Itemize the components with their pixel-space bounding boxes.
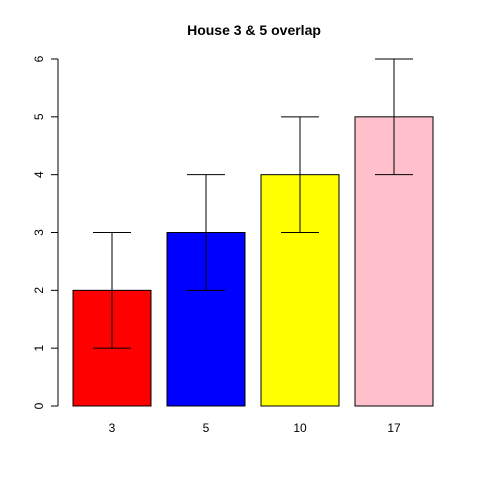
error-bars-group — [93, 58, 413, 349]
bar-17 — [354, 116, 434, 407]
x-label-10: 10 — [293, 421, 307, 435]
y-tick-label: 2 — [32, 287, 46, 294]
y-tick-label: 0 — [32, 402, 46, 409]
x-label-5: 5 — [203, 421, 210, 435]
x-label-3: 3 — [109, 421, 116, 435]
y-tick-label: 3 — [32, 229, 46, 236]
y-tick-label: 6 — [32, 55, 46, 62]
y-tick-label: 4 — [32, 171, 46, 178]
x-axis-labels: 3 5 10 17 — [109, 421, 401, 435]
y-axis: 0 1 2 3 4 5 6 — [32, 55, 59, 409]
y-tick-label: 5 — [32, 113, 46, 120]
x-label-17: 17 — [387, 421, 401, 435]
bars-group — [72, 116, 434, 407]
chart-title: House 3 & 5 overlap — [187, 22, 321, 38]
y-tick-label: 1 — [32, 345, 46, 352]
